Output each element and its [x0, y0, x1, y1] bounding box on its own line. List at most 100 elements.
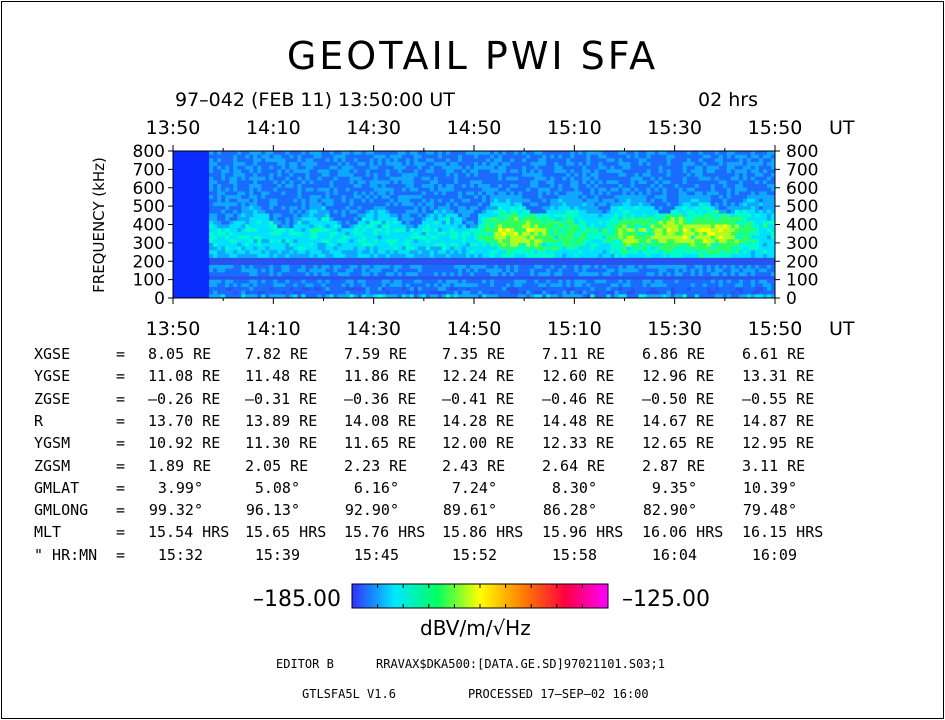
spectrogram-cell [514, 162, 519, 166]
spectrogram-cell [245, 213, 250, 218]
spectrogram-cell [510, 206, 515, 211]
spectrogram-cell [662, 286, 667, 291]
spectrogram-cell [253, 169, 258, 174]
spectrogram-cell [638, 235, 643, 240]
spectrogram-cell [662, 162, 667, 166]
spectrogram-cell [245, 169, 250, 174]
spectrogram-cell [377, 176, 382, 181]
spectrogram-cell [361, 228, 366, 233]
spectrogram-cell [530, 268, 535, 273]
spectrogram-cell [277, 195, 282, 200]
spectrogram-cell [682, 286, 687, 291]
spectrogram-cell [658, 176, 663, 181]
spectrogram-cell [293, 151, 298, 155]
spectrogram-cell [269, 294, 274, 299]
spectrogram-cell [706, 246, 712, 251]
spectrogram-cell [654, 228, 659, 233]
spectrogram-cell [221, 246, 226, 251]
spectrogram-cell [626, 184, 631, 189]
spectrogram-cell [437, 176, 443, 181]
spectrogram-cell [546, 151, 551, 155]
spectrogram-cell [221, 286, 226, 291]
spectrogram-cell [570, 195, 575, 200]
spectrogram-cell [425, 162, 431, 166]
spectrogram-cell [253, 191, 258, 196]
spectrogram-cell [381, 158, 386, 163]
spectrogram-cell [197, 209, 202, 214]
spectrogram-cell [542, 154, 547, 159]
spectrogram-cell [285, 198, 290, 203]
spectrogram-cell [642, 264, 647, 269]
spectrogram-cell [237, 235, 242, 240]
spectrogram-cell [213, 202, 218, 207]
spectrogram-cell [490, 264, 495, 269]
spectrogram-cell [297, 250, 302, 255]
spectrogram-cell [289, 184, 294, 189]
spectrogram-cell [209, 279, 214, 284]
spectrogram-cell [337, 187, 342, 192]
spectrogram-cell [229, 272, 234, 277]
spectrogram-cell [698, 180, 704, 185]
spectrogram-cell [429, 239, 435, 244]
spectrogram-cell [449, 242, 455, 247]
spectrogram-cell [574, 294, 579, 299]
spectrogram-cell [357, 217, 362, 222]
spectrogram-cell [357, 184, 362, 189]
spectrogram-cell [538, 279, 543, 284]
spectrogram-cell [229, 290, 234, 295]
spectrogram-cell [389, 198, 395, 203]
spectrogram-cell [558, 158, 563, 163]
spectrogram-cell [205, 294, 210, 299]
spectrogram-cell [429, 272, 435, 277]
spectrogram-cell [309, 184, 314, 189]
spectrogram-cell [514, 198, 519, 203]
spectrogram-cell [530, 209, 535, 214]
spectrogram-cell [666, 220, 671, 225]
spectrogram-cell [606, 246, 611, 251]
spectrogram-cell [674, 206, 679, 211]
spectrogram-cell [558, 264, 563, 269]
spectrogram-cell [502, 253, 507, 258]
spectrogram-cell [453, 294, 459, 299]
spectrogram-cell [494, 242, 499, 247]
spectrogram-cell [229, 253, 234, 258]
spectrogram-cell [185, 242, 190, 247]
spectrogram-cell [309, 220, 314, 225]
spectrogram-cell [237, 239, 242, 244]
spectrogram-cell [289, 283, 294, 288]
spectrogram-cell [325, 250, 330, 255]
spectrogram-cell [618, 220, 623, 225]
spectrogram-cell [646, 151, 651, 155]
spectrogram-cell [514, 165, 519, 170]
spectrogram-cell [570, 176, 575, 181]
spectrogram-cell [257, 180, 262, 185]
spectrogram-cell [494, 180, 499, 185]
spectrogram-cell [189, 279, 194, 284]
spectrogram-cell [269, 279, 274, 284]
spectrogram-cell [702, 264, 708, 269]
spectrogram-cell [217, 242, 222, 247]
spectrogram-cell [582, 268, 587, 273]
spectrogram-cell [341, 242, 346, 247]
spectrogram-cell [273, 264, 278, 269]
spectrogram-cell [574, 235, 579, 240]
spectrogram-cell [626, 213, 631, 218]
spectrogram-cell [413, 235, 419, 240]
spectrogram-cell [401, 151, 407, 155]
spectrogram-cell [453, 195, 459, 200]
spectrogram-cell [461, 286, 467, 291]
spectrogram-cell [678, 250, 683, 255]
spectrogram-cell [385, 220, 391, 225]
spectrogram-cell [542, 268, 547, 273]
spectrogram-cell [690, 176, 696, 181]
spectrogram-cell [277, 162, 282, 166]
spectrogram-cell [449, 169, 455, 174]
spectrogram-cell [193, 246, 198, 251]
spectrogram-cell [618, 176, 623, 181]
spectrogram-cell [506, 253, 511, 258]
spectrogram-cell [385, 279, 391, 284]
spectrogram-cell [654, 154, 659, 159]
spectrogram-cell [642, 224, 647, 229]
spectrogram-cell [550, 209, 555, 214]
